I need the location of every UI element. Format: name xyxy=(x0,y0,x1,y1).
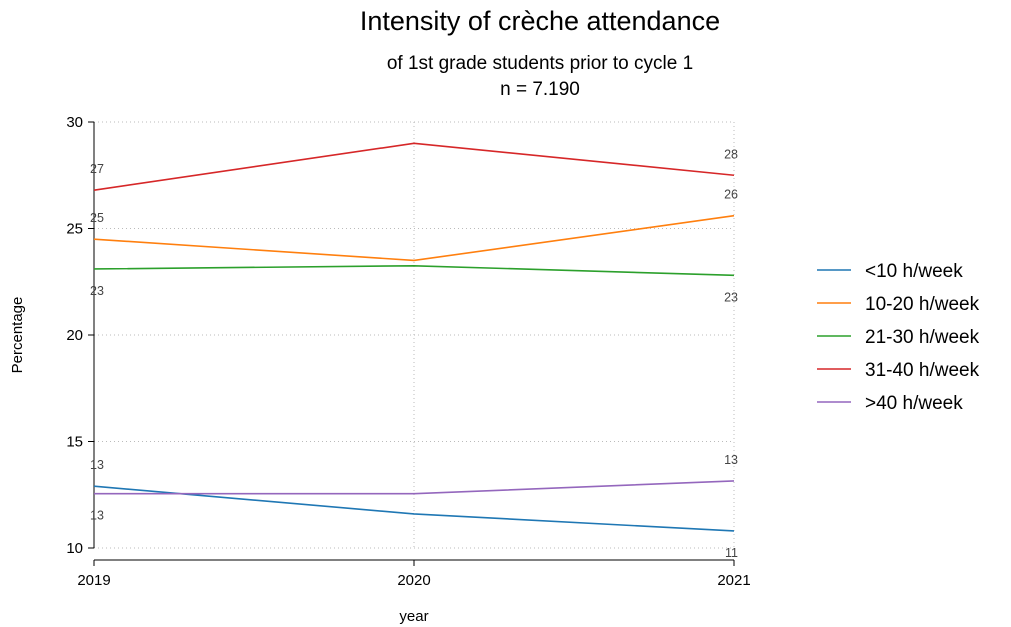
data-label-series-4-2: 13 xyxy=(724,453,738,467)
series-line-1 xyxy=(93,214,735,262)
data-label-series-4-0: 13 xyxy=(90,509,104,523)
x-tick-label-2021: 2021 xyxy=(717,572,750,589)
data-label-series-3-0: 27 xyxy=(90,162,104,176)
data-label-series-3-2: 28 xyxy=(724,147,738,161)
series-line-3 xyxy=(93,142,735,191)
data-label-series-1-0: 25 xyxy=(90,211,104,225)
y-tick-label-25: 25 xyxy=(66,221,83,238)
legend-label-2: 21-30 h/week xyxy=(865,327,980,348)
legend-label-4: >40 h/week xyxy=(865,393,963,414)
y-ticks: 10 15 20 25 30 xyxy=(66,114,94,557)
y-tick-label-10: 10 xyxy=(66,540,83,557)
series-line-0 xyxy=(93,485,735,532)
data-label-series-1-2: 26 xyxy=(724,188,738,202)
series-line-2 xyxy=(93,264,735,277)
y-axis-label: Percentage xyxy=(9,297,26,374)
data-label-series-0-2: 11 xyxy=(725,546,738,560)
y-tick-label-30: 30 xyxy=(66,114,83,131)
data-label-series-2-0: 23 xyxy=(90,284,104,298)
legend-label-3: 31-40 h/week xyxy=(865,360,980,381)
series-line-4 xyxy=(94,480,735,495)
chart-subtitle-line-2: n = 7.190 xyxy=(500,79,580,100)
y-tick-label-20: 20 xyxy=(66,327,83,344)
legend-label-0: <10 h/week xyxy=(865,261,963,282)
chart-subtitle-line-1: of 1st grade students prior to cycle 1 xyxy=(387,53,693,74)
legend: <10 h/week 10-20 h/week 21-30 h/week 31-40 … xyxy=(817,261,980,414)
x-ticks: 2019 2020 2021 xyxy=(77,560,751,589)
legend-label-1: 10-20 h/week xyxy=(865,294,980,315)
data-labels: 13 11 25 26 23 23 27 28 13 13 xyxy=(90,147,738,560)
x-tick-label-2020: 2020 xyxy=(397,572,430,589)
chart-title: Intensity of crèche attendance xyxy=(360,6,720,36)
x-tick-label-2019: 2019 xyxy=(77,572,110,589)
data-label-series-2-2: 23 xyxy=(724,290,738,304)
x-axis-label: year xyxy=(399,608,428,625)
y-tick-label-15: 15 xyxy=(66,434,83,451)
data-label-series-0-0: 13 xyxy=(90,458,104,472)
series-lines xyxy=(93,142,735,532)
